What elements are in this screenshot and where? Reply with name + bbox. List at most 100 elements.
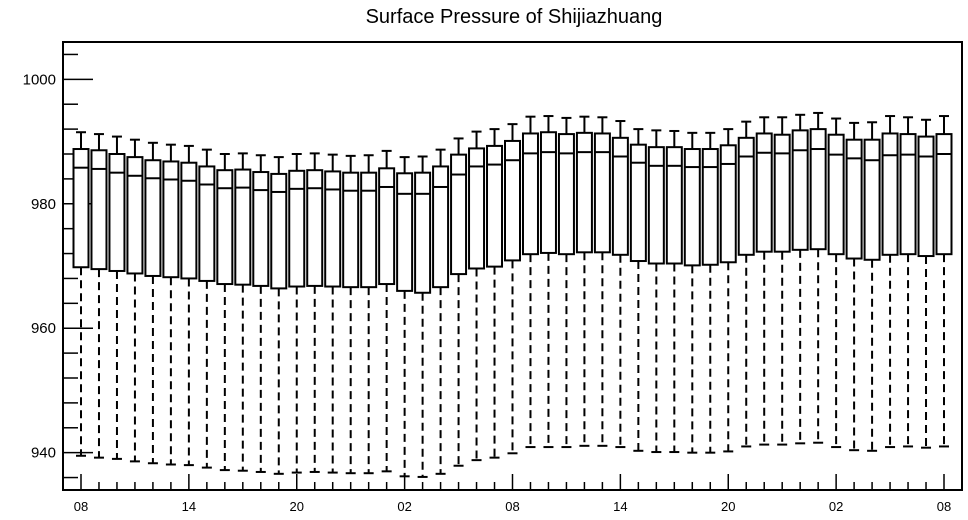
box bbox=[521, 115, 539, 449]
box bbox=[234, 152, 252, 472]
x-tick-label: 14 bbox=[613, 499, 627, 514]
box bbox=[881, 115, 899, 449]
iqr-box bbox=[647, 146, 665, 265]
iqr-box bbox=[252, 171, 270, 287]
iqr-box bbox=[863, 138, 881, 261]
box bbox=[863, 121, 881, 452]
iqr-box bbox=[450, 153, 468, 276]
iqr-box bbox=[288, 169, 306, 288]
box bbox=[90, 133, 108, 459]
iqr-box bbox=[827, 133, 845, 256]
box bbox=[162, 143, 180, 466]
box bbox=[252, 154, 270, 473]
iqr-box bbox=[791, 129, 809, 251]
box bbox=[845, 121, 863, 452]
iqr-box bbox=[737, 136, 755, 256]
iqr-box bbox=[432, 165, 450, 289]
box bbox=[773, 116, 791, 446]
box bbox=[306, 152, 324, 473]
iqr-box bbox=[72, 148, 90, 269]
x-tick-label: 14 bbox=[182, 499, 196, 514]
iqr-box bbox=[198, 165, 216, 282]
x-tick-label: 02 bbox=[397, 499, 411, 514]
box bbox=[719, 128, 737, 453]
iqr-box bbox=[809, 128, 827, 251]
iqr-box bbox=[539, 131, 557, 254]
box bbox=[791, 113, 809, 445]
iqr-box bbox=[324, 170, 342, 288]
box bbox=[486, 128, 504, 459]
x-tick-label: 08 bbox=[937, 499, 951, 514]
box bbox=[414, 155, 432, 478]
iqr-box bbox=[611, 136, 629, 256]
chart-title: Surface Pressure of Shijiazhuang bbox=[366, 6, 663, 28]
iqr-box bbox=[414, 171, 432, 294]
box bbox=[647, 129, 665, 454]
iqr-box bbox=[701, 148, 719, 266]
box bbox=[539, 115, 557, 449]
iqr-box bbox=[108, 153, 126, 272]
box bbox=[432, 148, 450, 475]
iqr-box bbox=[504, 139, 521, 262]
box bbox=[72, 131, 90, 457]
iqr-box bbox=[683, 148, 701, 267]
iqr-box bbox=[845, 138, 863, 260]
iqr-box bbox=[378, 167, 396, 286]
box bbox=[701, 131, 719, 454]
iqr-box bbox=[719, 144, 737, 264]
iqr-box bbox=[665, 146, 683, 265]
x-tick-label: 08 bbox=[74, 499, 88, 514]
iqr-box bbox=[180, 161, 198, 280]
box bbox=[575, 115, 593, 447]
box bbox=[360, 154, 378, 475]
iqr-box bbox=[899, 133, 917, 256]
iqr-box bbox=[773, 133, 791, 253]
iqr-box bbox=[629, 143, 647, 263]
x-tick-label: 20 bbox=[721, 499, 735, 514]
box-series bbox=[72, 111, 953, 478]
iqr-box bbox=[216, 169, 234, 286]
box bbox=[557, 116, 575, 449]
box bbox=[108, 135, 126, 460]
box bbox=[827, 117, 845, 449]
iqr-box bbox=[521, 132, 539, 256]
x-tick-label: 20 bbox=[290, 499, 304, 514]
box bbox=[809, 111, 827, 444]
iqr-box bbox=[935, 133, 953, 256]
box bbox=[270, 156, 288, 475]
y-tick-label: 1000 bbox=[23, 71, 56, 88]
box bbox=[288, 153, 306, 474]
box bbox=[468, 130, 486, 462]
iqr-box bbox=[144, 159, 162, 277]
box bbox=[144, 141, 162, 465]
box bbox=[629, 128, 647, 452]
iqr-box bbox=[306, 169, 324, 287]
box bbox=[396, 156, 414, 478]
box bbox=[683, 131, 701, 454]
box bbox=[504, 123, 521, 455]
box bbox=[342, 154, 360, 475]
box bbox=[126, 138, 144, 463]
iqr-box bbox=[917, 135, 935, 258]
iqr-box bbox=[755, 132, 773, 253]
box bbox=[737, 120, 755, 448]
iqr-box bbox=[557, 133, 575, 256]
box bbox=[324, 153, 342, 474]
iqr-box bbox=[342, 171, 360, 289]
iqr-box bbox=[396, 172, 414, 292]
y-tick-label: 940 bbox=[31, 445, 56, 462]
box bbox=[899, 116, 917, 448]
iqr-box bbox=[126, 156, 144, 275]
box bbox=[593, 116, 611, 447]
y-tick-label: 980 bbox=[31, 196, 56, 213]
y-tick-label: 960 bbox=[31, 320, 56, 337]
iqr-box bbox=[90, 149, 108, 271]
box bbox=[665, 129, 683, 454]
iqr-box bbox=[234, 168, 252, 286]
iqr-box bbox=[486, 144, 504, 268]
box bbox=[611, 120, 629, 449]
iqr-box bbox=[881, 132, 899, 256]
x-tick-label: 02 bbox=[829, 499, 843, 514]
iqr-box bbox=[575, 131, 593, 254]
